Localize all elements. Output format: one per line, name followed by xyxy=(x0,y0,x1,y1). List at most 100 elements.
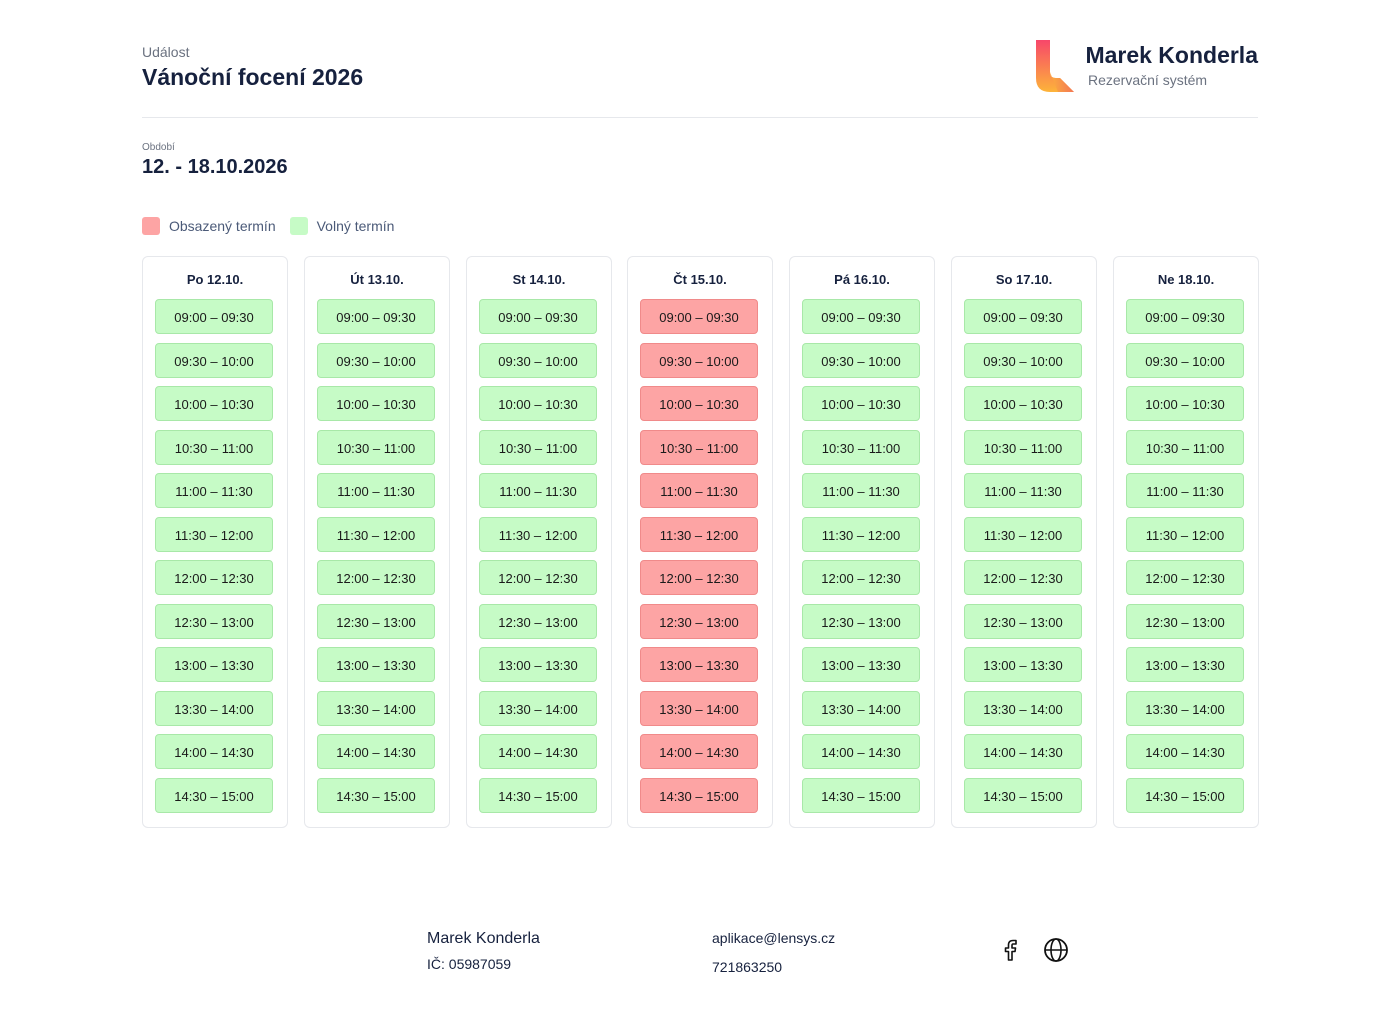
time-slot-free[interactable]: 09:30 – 10:00 xyxy=(802,343,920,378)
time-slot-free[interactable]: 14:00 – 14:30 xyxy=(155,734,273,769)
legend-busy-swatch xyxy=(142,217,160,235)
time-slot-free[interactable]: 13:00 – 13:30 xyxy=(802,647,920,682)
time-slot-free[interactable]: 10:00 – 10:30 xyxy=(479,386,597,421)
legend-busy-label: Obsazený termín xyxy=(169,218,276,234)
time-slot-free[interactable]: 14:00 – 14:30 xyxy=(802,734,920,769)
legend: Obsazený termín Volný termín xyxy=(142,215,408,237)
time-slot-busy[interactable]: 14:00 – 14:30 xyxy=(640,734,758,769)
time-slot-free[interactable]: 12:30 – 13:00 xyxy=(1126,604,1244,639)
time-slot-free[interactable]: 10:30 – 11:00 xyxy=(317,430,435,465)
time-slot-free[interactable]: 12:30 – 13:00 xyxy=(155,604,273,639)
time-slot-free[interactable]: 13:30 – 14:00 xyxy=(479,691,597,726)
time-slot-free[interactable]: 13:30 – 14:00 xyxy=(964,691,1082,726)
time-slot-busy[interactable]: 11:30 – 12:00 xyxy=(640,517,758,552)
day-column: Út 13.10. 09:00 – 09:30 09:30 – 10:00 10:00… xyxy=(304,256,450,828)
footer-email-link[interactable]: aplikace@lensys.cz xyxy=(712,930,836,946)
legend-busy: Obsazený termín xyxy=(142,217,276,235)
time-slot-free[interactable]: 10:00 – 10:30 xyxy=(317,386,435,421)
time-slot-busy[interactable]: 12:00 – 12:30 xyxy=(640,560,758,595)
time-slot-free[interactable]: 10:30 – 11:00 xyxy=(155,430,273,465)
time-slot-busy[interactable]: 14:30 – 15:00 xyxy=(640,778,758,813)
time-slot-free[interactable]: 09:00 – 09:30 xyxy=(479,299,597,334)
time-slot-free[interactable]: 10:30 – 11:00 xyxy=(479,430,597,465)
time-slot-free[interactable]: 09:30 – 10:00 xyxy=(964,343,1082,378)
time-slot-free[interactable]: 12:00 – 12:30 xyxy=(964,560,1082,595)
event-label: Událost xyxy=(142,44,190,60)
time-slot-free[interactable]: 09:30 – 10:00 xyxy=(1126,343,1244,378)
time-slot-busy[interactable]: 09:30 – 10:00 xyxy=(640,343,758,378)
time-slot-free[interactable]: 11:30 – 12:00 xyxy=(1126,517,1244,552)
time-slot-free[interactable]: 13:00 – 13:30 xyxy=(155,647,273,682)
time-slot-free[interactable]: 14:30 – 15:00 xyxy=(317,778,435,813)
time-slot-free[interactable]: 13:30 – 14:00 xyxy=(1126,691,1244,726)
time-slot-free[interactable]: 10:00 – 10:30 xyxy=(1126,386,1244,421)
time-slot-free[interactable]: 11:00 – 11:30 xyxy=(479,473,597,508)
time-slot-free[interactable]: 14:30 – 15:00 xyxy=(479,778,597,813)
time-slot-free[interactable]: 10:30 – 11:00 xyxy=(964,430,1082,465)
facebook-icon[interactable] xyxy=(998,937,1024,963)
time-slot-free[interactable]: 14:00 – 14:30 xyxy=(479,734,597,769)
time-slot-free[interactable]: 14:00 – 14:30 xyxy=(964,734,1082,769)
time-slot-busy[interactable]: 13:00 – 13:30 xyxy=(640,647,758,682)
time-slot-free[interactable]: 10:30 – 11:00 xyxy=(802,430,920,465)
time-slot-free[interactable]: 09:00 – 09:30 xyxy=(802,299,920,334)
time-slot-free[interactable]: 10:00 – 10:30 xyxy=(802,386,920,421)
time-slot-free[interactable]: 13:30 – 14:00 xyxy=(155,691,273,726)
time-slot-free[interactable]: 14:30 – 15:00 xyxy=(964,778,1082,813)
time-slot-free[interactable]: 12:00 – 12:30 xyxy=(1126,560,1244,595)
time-slot-free[interactable]: 11:30 – 12:00 xyxy=(479,517,597,552)
brand-name: Marek Konderla xyxy=(1085,42,1258,68)
time-slot-free[interactable]: 10:00 – 10:30 xyxy=(155,386,273,421)
time-slot-busy[interactable]: 10:00 – 10:30 xyxy=(640,386,758,421)
time-slot-free[interactable]: 10:00 – 10:30 xyxy=(964,386,1082,421)
time-slot-free[interactable]: 13:00 – 13:30 xyxy=(317,647,435,682)
time-slot-busy[interactable]: 09:00 – 09:30 xyxy=(640,299,758,334)
time-slot-busy[interactable]: 13:30 – 14:00 xyxy=(640,691,758,726)
time-slot-free[interactable]: 13:30 – 14:00 xyxy=(802,691,920,726)
time-slot-busy[interactable]: 10:30 – 11:00 xyxy=(640,430,758,465)
time-slot-free[interactable]: 13:00 – 13:30 xyxy=(964,647,1082,682)
time-slot-free[interactable]: 13:30 – 14:00 xyxy=(317,691,435,726)
time-slot-free[interactable]: 12:00 – 12:30 xyxy=(479,560,597,595)
time-slot-free[interactable]: 12:00 – 12:30 xyxy=(802,560,920,595)
time-slot-free[interactable]: 12:30 – 13:00 xyxy=(479,604,597,639)
time-slot-free[interactable]: 11:00 – 11:30 xyxy=(802,473,920,508)
time-slot-free[interactable]: 11:30 – 12:00 xyxy=(317,517,435,552)
day-column: Čt 15.10. 09:00 – 09:30 09:30 – 10:00 10:00… xyxy=(627,256,773,828)
time-slot-free[interactable]: 14:30 – 15:00 xyxy=(155,778,273,813)
time-slot-free[interactable]: 09:00 – 09:30 xyxy=(1126,299,1244,334)
time-slot-free[interactable]: 11:00 – 11:30 xyxy=(155,473,273,508)
time-slot-free[interactable]: 11:30 – 12:00 xyxy=(802,517,920,552)
time-slot-free[interactable]: 14:00 – 14:30 xyxy=(317,734,435,769)
time-slot-free[interactable]: 11:00 – 11:30 xyxy=(1126,473,1244,508)
footer-phone[interactable]: 721863250 xyxy=(712,959,783,975)
time-slot-free[interactable]: 09:30 – 10:00 xyxy=(155,343,273,378)
day-title: Čt 15.10. xyxy=(673,272,727,287)
time-slot-free[interactable]: 12:00 – 12:30 xyxy=(317,560,435,595)
time-slot-busy[interactable]: 12:30 – 13:00 xyxy=(640,604,758,639)
time-slot-free[interactable]: 12:30 – 13:00 xyxy=(802,604,920,639)
time-slot-free[interactable]: 09:00 – 09:30 xyxy=(964,299,1082,334)
time-slot-free[interactable]: 13:00 – 13:30 xyxy=(479,647,597,682)
time-slot-free[interactable]: 14:00 – 14:30 xyxy=(1126,734,1244,769)
time-slot-free[interactable]: 10:30 – 11:00 xyxy=(1126,430,1244,465)
time-slot-free[interactable]: 14:30 – 15:00 xyxy=(802,778,920,813)
time-slot-free[interactable]: 11:00 – 11:30 xyxy=(964,473,1082,508)
time-slot-free[interactable]: 11:00 – 11:30 xyxy=(317,473,435,508)
time-slot-free[interactable]: 14:30 – 15:00 xyxy=(1126,778,1244,813)
time-slot-free[interactable]: 12:30 – 13:00 xyxy=(317,604,435,639)
time-slot-free[interactable]: 09:30 – 10:00 xyxy=(479,343,597,378)
time-slot-free[interactable]: 09:30 – 10:00 xyxy=(317,343,435,378)
time-slot-free[interactable]: 12:00 – 12:30 xyxy=(155,560,273,595)
time-slot-free[interactable]: 09:00 – 09:30 xyxy=(155,299,273,334)
time-slot-free[interactable]: 12:30 – 13:00 xyxy=(964,604,1082,639)
time-slot-free[interactable]: 11:30 – 12:00 xyxy=(964,517,1082,552)
event-title: Vánoční focení 2026 xyxy=(142,64,364,90)
day-title: St 14.10. xyxy=(512,272,566,287)
time-slot-busy[interactable]: 11:00 – 11:30 xyxy=(640,473,758,508)
time-slot-free[interactable]: 09:00 – 09:30 xyxy=(317,299,435,334)
day-column: Pá 16.10. 09:00 – 09:30 09:30 – 10:00 10:00… xyxy=(789,256,935,828)
globe-icon[interactable] xyxy=(1043,937,1069,963)
time-slot-free[interactable]: 11:30 – 12:00 xyxy=(155,517,273,552)
time-slot-free[interactable]: 13:00 – 13:30 xyxy=(1126,647,1244,682)
